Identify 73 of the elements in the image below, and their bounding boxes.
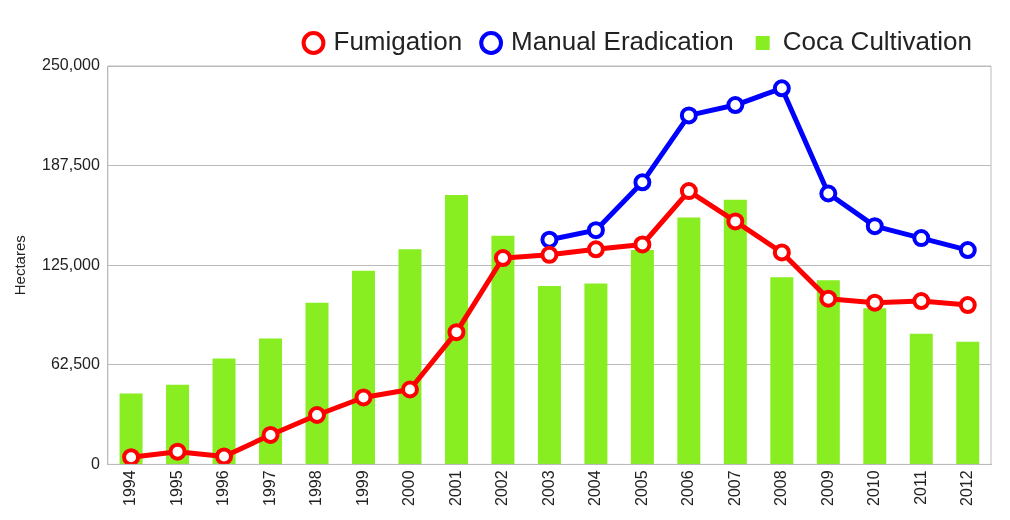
legend-label: Fumigation [333, 26, 463, 57]
bar [816, 280, 840, 464]
y-axis-title: Hectares [11, 235, 29, 296]
bar [537, 285, 561, 464]
legend-label: Coca Cultivation [782, 26, 972, 57]
x-tick-label: 1997 [260, 470, 278, 506]
bar [398, 249, 422, 464]
point [400, 380, 419, 399]
x-tick-label: 2001 [446, 470, 464, 506]
point [958, 241, 977, 260]
bar [351, 270, 375, 464]
point [726, 96, 745, 115]
bar [444, 195, 468, 464]
point [447, 323, 466, 342]
x-tick-label: 1998 [307, 470, 325, 506]
point [958, 296, 977, 315]
point [354, 388, 373, 407]
bar [259, 338, 283, 464]
x-tick-label: 2008 [772, 470, 790, 506]
point [261, 425, 280, 444]
point [865, 217, 884, 236]
x-tick-label: 2010 [865, 470, 883, 506]
point [540, 230, 559, 249]
y-tick-label: 62,500 [50, 355, 100, 373]
y-tick-label: 187,500 [41, 156, 100, 174]
bar [909, 333, 933, 464]
point [912, 229, 931, 248]
point [168, 442, 187, 461]
bar [863, 308, 887, 464]
x-tick-label: 2007 [725, 470, 743, 506]
y-tick-label: 250,000 [41, 56, 100, 74]
point [586, 221, 605, 240]
point [633, 173, 652, 192]
point [912, 292, 931, 311]
x-tick-label: 2011 [911, 470, 929, 505]
x-tick-label: 1995 [167, 470, 185, 506]
bar [677, 217, 701, 464]
x-tick-label: 2012 [958, 470, 976, 506]
x-tick-label: 1996 [214, 470, 232, 506]
point [819, 289, 838, 308]
legend-label: Manual Eradication [511, 26, 734, 57]
bar [723, 199, 747, 464]
bar [770, 277, 794, 464]
bar [305, 302, 329, 464]
point [679, 182, 698, 201]
point [679, 106, 698, 125]
point [308, 406, 327, 424]
bar [956, 341, 980, 464]
point [772, 79, 791, 98]
x-tick-label: 1999 [353, 470, 371, 506]
x-tick-label: 2006 [679, 470, 697, 506]
y-tick-label: 0 [90, 454, 100, 472]
point [633, 235, 652, 254]
point [819, 184, 838, 203]
point [493, 249, 512, 268]
y-tick-label: 125,000 [41, 255, 100, 273]
x-tick-label: 2005 [632, 470, 650, 506]
x-tick-label: 2002 [493, 470, 511, 506]
x-tick-label: 2009 [818, 470, 836, 506]
point [865, 293, 884, 312]
x-tick-label: 2003 [539, 470, 557, 506]
point [215, 447, 234, 465]
x-tick-label: 2004 [586, 470, 604, 506]
x-tick-label: 1994 [121, 470, 139, 506]
point [122, 448, 141, 465]
point [586, 240, 605, 259]
x-tick-label: 2000 [400, 470, 418, 506]
point [540, 245, 559, 264]
point [772, 243, 791, 262]
bar [491, 235, 515, 464]
point [726, 212, 745, 231]
bar [584, 283, 608, 464]
bar [630, 250, 654, 464]
